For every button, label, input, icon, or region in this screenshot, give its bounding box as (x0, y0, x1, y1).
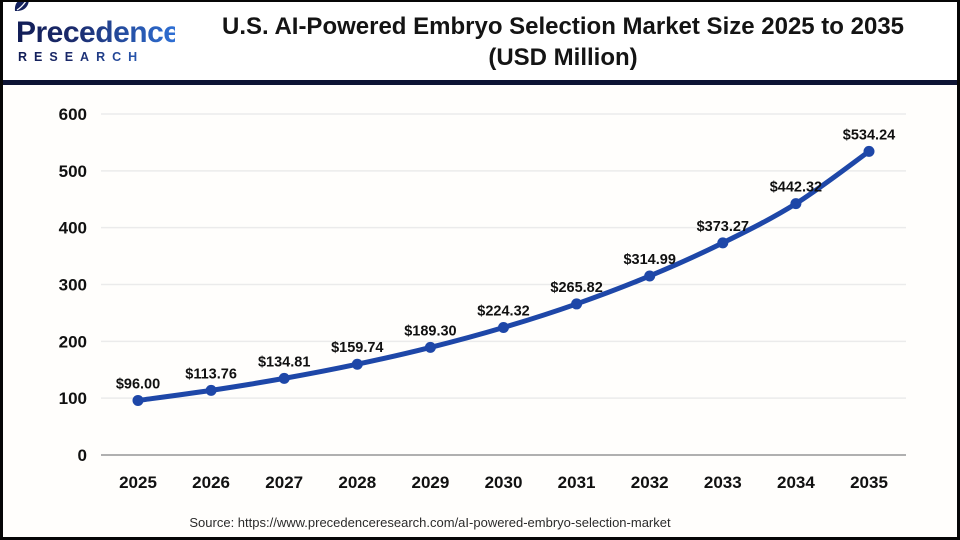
data-label: $442.32 (770, 180, 822, 196)
y-tick-label: 500 (59, 162, 87, 181)
title-line-1: U.S. AI-Powered Embryo Selection Market … (221, 13, 905, 40)
x-tick-label: 2032 (631, 473, 669, 492)
data-point (717, 237, 729, 249)
title-line-2: (USD Million) (488, 44, 638, 71)
x-tick-label: 2030 (485, 473, 523, 492)
data-point (571, 298, 583, 310)
x-tick-label: 2025 (119, 473, 157, 492)
brand-logo: Precedence RESEARCH (3, 2, 180, 65)
chart-title: U.S. AI-Powered Embryo Selection Market … (175, 9, 957, 73)
data-label: $265.82 (550, 280, 602, 296)
source-text: Source: https://www.precedenceresearch.c… (189, 515, 671, 530)
y-tick-label: 600 (59, 105, 87, 124)
leaf-icon (14, 2, 29, 11)
source-footer: Source: https://www.precedenceresearch.c… (3, 515, 957, 530)
data-point (351, 358, 363, 370)
x-tick-label: 2028 (338, 473, 376, 492)
data-point (790, 198, 802, 210)
y-tick-label: 100 (59, 389, 87, 408)
data-point (424, 341, 436, 353)
data-point (498, 322, 509, 334)
brand-name: Precedence (16, 16, 180, 49)
x-tick-label: 2029 (411, 473, 449, 492)
x-tick-label: 2034 (777, 473, 815, 492)
y-tick-label: 0 (78, 446, 87, 465)
data-point (644, 270, 656, 282)
data-label: $96.00 (116, 376, 160, 392)
series-line (135, 148, 872, 403)
data-label: $373.27 (697, 219, 749, 235)
data-point (863, 145, 875, 157)
brand-subtitle: RESEARCH (18, 50, 175, 65)
data-label: $189.30 (404, 323, 456, 339)
data-point (205, 384, 217, 396)
data-label: $224.32 (477, 304, 529, 320)
x-tick-label: 2035 (850, 473, 888, 492)
data-label: $113.76 (185, 366, 237, 382)
x-tick-label: 2026 (192, 473, 230, 492)
data-label: $314.99 (623, 252, 675, 268)
data-label: $159.74 (331, 340, 383, 356)
y-tick-label: 200 (59, 332, 87, 351)
header-divider (3, 80, 957, 85)
y-tick-label: 400 (59, 219, 87, 238)
y-tick-label: 300 (59, 276, 87, 295)
data-point (132, 394, 144, 406)
header: Precedence RESEARCH U.S. AI-Powered Embr… (3, 2, 957, 80)
x-tick-label: 2031 (558, 473, 596, 492)
data-label: $534.24 (843, 127, 895, 143)
x-tick-label: 2027 (265, 473, 303, 492)
data-point (278, 372, 290, 384)
x-tick-label: 2033 (704, 473, 742, 492)
line-chart: 0 100 200 300 400 500 600 2025 2026 2027 2028 2029 2… (59, 105, 906, 492)
data-label: $134.81 (258, 354, 310, 370)
